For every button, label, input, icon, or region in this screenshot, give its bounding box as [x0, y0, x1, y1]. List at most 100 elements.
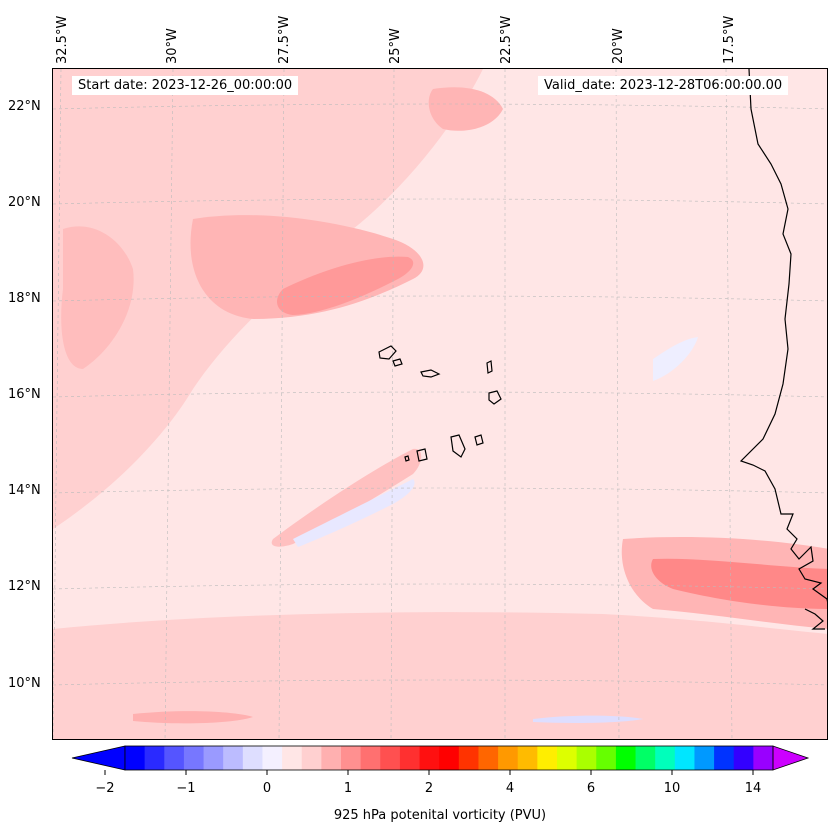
pv-field	[53, 69, 827, 739]
meridian-32-5w	[53, 69, 62, 739]
lat-label: 22°N	[8, 99, 41, 114]
pv-region-band-north-core	[277, 256, 414, 315]
lat-label: 12°N	[8, 579, 41, 594]
lon-label: 17.5°W	[722, 15, 737, 64]
parallel-22n	[53, 103, 827, 110]
colorbar-swatch	[753, 746, 774, 770]
map-canvas	[53, 69, 827, 739]
colorbar-swatch	[439, 746, 460, 770]
colorbar	[71, 745, 810, 775]
lat-label: 20°N	[8, 195, 41, 210]
colorbar-swatch	[301, 746, 322, 770]
colorbar-swatch	[223, 746, 244, 770]
parallel-14n	[53, 487, 827, 494]
colorbar-swatch	[714, 746, 735, 770]
colorbar-swatch	[282, 746, 303, 770]
valid-date-label: Valid_date: 2023-12-28T06:00:00.00	[538, 76, 789, 95]
colorbar-tick-label: −2	[95, 781, 115, 796]
colorbar-swatch	[458, 746, 479, 770]
pv-region-top-ridge	[428, 87, 503, 131]
colorbar-swatch	[399, 746, 421, 770]
lon-label: 20°W	[611, 28, 626, 64]
start-date-label: Start date: 2023-12-26_00:00:00	[72, 76, 299, 95]
island-maio	[474, 434, 484, 446]
colorbar-swatch	[615, 746, 637, 770]
colorbar-swatch	[517, 746, 538, 770]
colorbar-tick-label: 4	[505, 781, 515, 796]
lon-label: 30°W	[165, 28, 180, 64]
colorbar-swatch	[576, 746, 597, 770]
lon-label: 25°W	[388, 28, 403, 64]
lat-label: 14°N	[8, 483, 41, 498]
island-sao-nicolau	[420, 369, 441, 378]
pv-region-center-streak	[271, 448, 422, 547]
colorbar-swatch	[478, 746, 499, 770]
pv-region-south	[53, 612, 827, 739]
colorbar-tick-label: 0	[262, 781, 272, 796]
colorbar-swatch	[694, 746, 715, 770]
colorbar-label: 925 hPa potenital vorticity (PVU)	[333, 808, 547, 823]
meridian-20w	[615, 69, 620, 739]
colorbar-tick-label: 14	[744, 781, 762, 796]
colorbar-swatch	[262, 746, 283, 770]
colorbar-swatch	[341, 746, 362, 770]
island-brava	[404, 455, 410, 462]
island-boa-vista	[488, 390, 502, 405]
pv-region-center-streak-blue	[293, 479, 415, 547]
island-sao-vicente	[392, 358, 403, 367]
colorbar-swatch	[164, 746, 185, 770]
parallel-16n	[53, 391, 827, 398]
parallel-18n	[53, 295, 827, 302]
colorbar-swatch	[733, 746, 754, 770]
meridian-25w	[390, 69, 395, 739]
colorbar-swatch	[635, 746, 656, 770]
colorbar-tick-label: 6	[586, 781, 596, 796]
map-panel	[52, 68, 828, 740]
coast-south-fragment	[804, 608, 825, 630]
colorbar-swatch	[419, 746, 440, 770]
colorbar-swatch	[321, 746, 342, 770]
colorbar-swatch	[360, 746, 381, 770]
lat-label: 18°N	[8, 291, 41, 306]
lon-label: 32.5°W	[55, 15, 70, 64]
meridian-30w	[164, 69, 174, 739]
meridian-27-5w	[278, 69, 285, 739]
parallel-20n	[53, 198, 827, 205]
lat-label: 10°N	[8, 676, 41, 691]
pv-region-south-streak	[133, 711, 253, 724]
parallel-12n	[53, 583, 827, 590]
lat-label: 16°N	[8, 387, 41, 402]
island-santo-antao	[378, 345, 397, 360]
colorbar-extend-min	[71, 745, 126, 771]
island-santiago	[450, 434, 466, 458]
graticule	[53, 69, 827, 739]
lon-label: 27.5°W	[277, 15, 292, 64]
colorbar-swatch	[125, 746, 146, 770]
lon-label: 22.5°W	[499, 15, 514, 64]
pv-region-south-blue-streak	[533, 715, 643, 723]
colorbar-tick-label: 2	[424, 781, 434, 796]
colorbar-swatch	[183, 746, 205, 770]
meridian-17-5w	[725, 69, 733, 739]
pv-region-west-patches	[61, 226, 134, 369]
parallel-10n	[53, 679, 827, 686]
colorbar-swatch	[242, 746, 263, 770]
colorbar-swatch	[655, 746, 676, 770]
island-fogo	[416, 448, 428, 462]
colorbar-swatch	[596, 746, 617, 770]
colorbar-swatch	[203, 746, 224, 770]
colorbar-outline	[124, 745, 774, 771]
colorbar-tick-label: 1	[343, 781, 353, 796]
island-sal	[486, 360, 493, 374]
colorbar-swatch	[537, 746, 558, 770]
africa-coastline	[739, 69, 827, 603]
colorbar-swatch	[498, 746, 519, 770]
colorbar-swatch	[144, 746, 165, 770]
pv-region-southeast-core	[651, 558, 827, 609]
colorbar-swatch	[380, 746, 401, 770]
colorbar-swatch	[674, 746, 695, 770]
colorbar-tick-label: −1	[176, 781, 196, 796]
colorbar-tick-label: 10	[663, 781, 681, 796]
colorbar-extend-max	[772, 745, 810, 771]
colorbar-swatch	[557, 746, 578, 770]
